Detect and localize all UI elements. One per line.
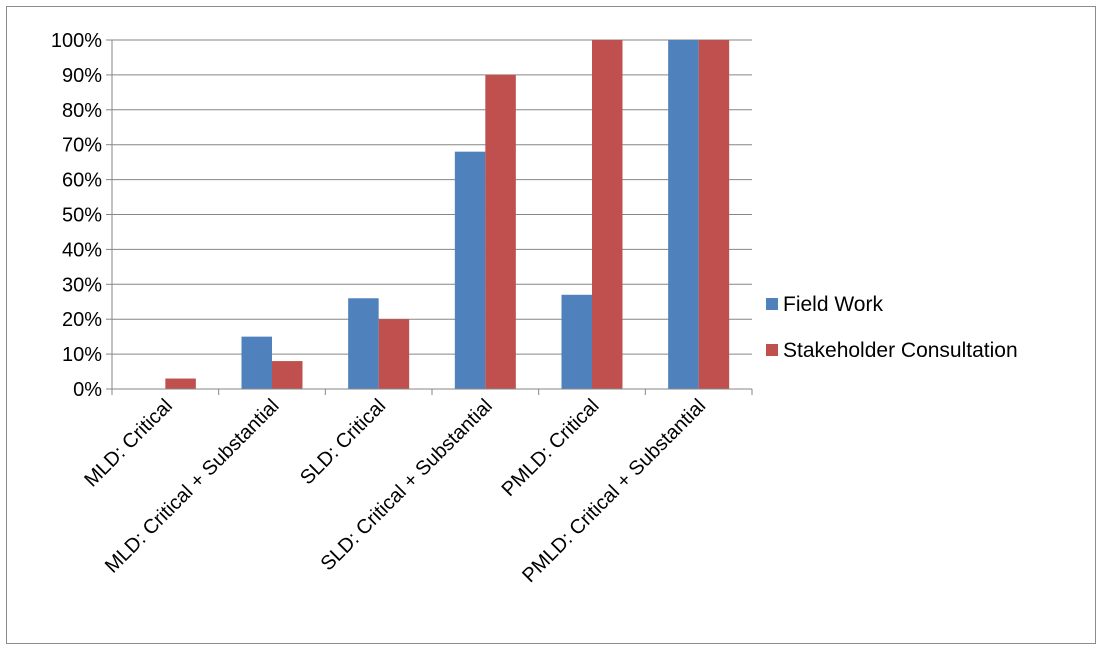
bar-stakeholder-consultation <box>378 319 410 389</box>
bar-field-work <box>561 294 592 389</box>
legend-label: Field Work <box>783 293 883 316</box>
y-tick-label: 40% <box>62 239 102 261</box>
y-tick-label: 100% <box>51 30 102 52</box>
x-tick-label: MLD: Critical <box>80 395 176 491</box>
chart-frame <box>6 6 1096 644</box>
y-tick-label: 10% <box>62 344 102 366</box>
legend-swatch <box>766 344 778 356</box>
bar-field-work <box>668 40 699 389</box>
legend: Field Work Stakeholder Consultation <box>766 293 1018 362</box>
y-tick-labels: 0% 10% 20% 30% 40% 50% 60% 70% 80% 90% 100% <box>51 30 102 401</box>
y-tick-label: 30% <box>62 274 102 296</box>
gridlines <box>112 39 752 355</box>
bar-stakeholder-consultation <box>592 40 623 389</box>
bar-field-work <box>454 151 486 389</box>
y-tick-label: 20% <box>62 309 102 331</box>
bar-stakeholder-consultation <box>272 361 303 389</box>
x-tick-label: SLD: Critical + Substantial <box>317 395 497 575</box>
axes <box>106 39 753 395</box>
bar-stakeholder-consultation <box>698 40 730 389</box>
y-tick-label: 70% <box>62 135 102 157</box>
y-tick-label: 60% <box>62 170 102 192</box>
y-tick-label: 80% <box>62 100 102 122</box>
bar-field-work <box>241 336 272 389</box>
legend-swatch <box>766 298 778 310</box>
y-tick-label: 50% <box>62 205 102 227</box>
x-tick-label: PMLD: Critical <box>498 395 604 501</box>
x-tick-label: SLD: Critical <box>296 395 390 489</box>
bar-field-work <box>348 298 379 389</box>
bar-stakeholder-consultation <box>165 378 196 389</box>
x-tick-label: MLD: Critical + Substantial <box>101 395 284 578</box>
y-tick-label: 0% <box>73 379 102 401</box>
bars <box>165 40 730 390</box>
legend-label: Stakeholder Consultation <box>783 339 1018 362</box>
y-tick-label: 90% <box>62 65 102 87</box>
x-tick-label: PMLD: Critical + Substantial <box>518 395 710 587</box>
bar-stakeholder-consultation <box>485 74 516 390</box>
